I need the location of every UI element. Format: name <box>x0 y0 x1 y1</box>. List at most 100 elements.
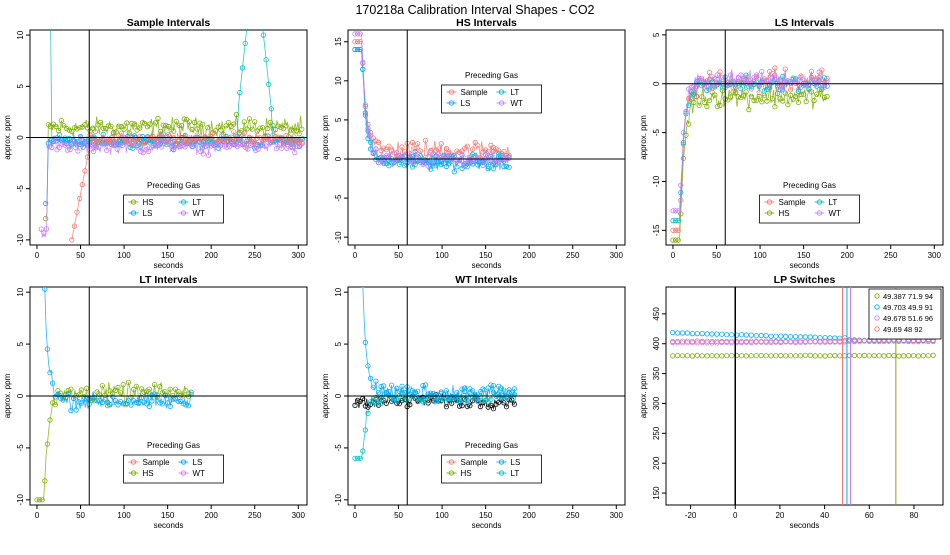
data-point <box>724 353 730 359</box>
data-point <box>173 118 179 124</box>
data-point <box>674 330 681 336</box>
data-point <box>241 130 247 136</box>
legend-entry: WT <box>511 99 524 108</box>
data-point <box>814 91 820 97</box>
data-point <box>501 155 507 161</box>
legend-entry: 49.703 49.9 91 <box>883 303 933 312</box>
data-point <box>509 389 515 395</box>
data-point <box>678 211 684 217</box>
data-point <box>44 441 51 447</box>
data-point <box>422 397 429 404</box>
data-point <box>422 382 429 388</box>
data-point <box>798 75 804 81</box>
data-point <box>118 390 124 396</box>
data-point <box>69 128 75 135</box>
y-axis-label: approx. ppm <box>321 115 330 160</box>
data-point <box>265 136 271 142</box>
data-point <box>506 155 512 161</box>
legend-marker <box>130 470 137 476</box>
data-point <box>778 352 784 359</box>
data-point <box>733 80 739 86</box>
data-point <box>674 340 681 346</box>
data-point <box>670 227 676 233</box>
data-point <box>783 353 789 359</box>
data-point <box>124 139 130 145</box>
data-point <box>480 386 486 392</box>
data-point <box>145 124 151 130</box>
data-point <box>748 332 754 338</box>
data-point <box>704 78 710 84</box>
data-point <box>733 332 740 338</box>
data-point <box>220 139 226 145</box>
data-point <box>701 84 707 90</box>
data-point <box>469 388 476 394</box>
data-point <box>365 410 371 416</box>
data-point <box>218 138 224 144</box>
data-point <box>183 402 189 408</box>
data-point <box>358 269 362 273</box>
panel-title: WT Intervals <box>455 274 518 286</box>
data-point <box>283 123 289 129</box>
data-point <box>381 145 387 151</box>
data-point <box>782 90 788 96</box>
data-point <box>672 227 679 233</box>
data-point <box>773 353 779 359</box>
data-point <box>409 139 416 146</box>
data-point <box>200 151 206 157</box>
data-point <box>246 136 253 142</box>
data-point <box>98 119 104 126</box>
y-tick-label: 300 <box>652 396 661 410</box>
data-point <box>147 121 153 127</box>
data-point <box>822 353 828 359</box>
series-ls <box>42 287 194 414</box>
legend-marker <box>498 470 505 476</box>
data-point <box>812 339 818 345</box>
data-point <box>284 145 290 151</box>
data-point <box>141 399 147 405</box>
y-tick-label: -5 <box>16 444 25 452</box>
data-point <box>758 332 764 339</box>
data-point <box>142 140 148 146</box>
data-point <box>171 128 177 134</box>
data-point <box>121 126 127 132</box>
data-point <box>226 120 232 126</box>
data-point <box>806 82 812 88</box>
data-point <box>915 353 922 359</box>
data-point <box>55 391 61 398</box>
data-point <box>396 161 402 167</box>
data-point <box>490 161 497 167</box>
data-point <box>138 148 144 155</box>
data-point <box>293 128 300 134</box>
data-point <box>74 209 80 215</box>
data-point <box>139 133 145 140</box>
data-point <box>128 402 134 408</box>
data-point <box>435 146 442 152</box>
data-point <box>816 75 822 81</box>
data-point <box>120 401 126 407</box>
data-point <box>64 125 70 132</box>
data-point <box>756 90 762 96</box>
data-point <box>792 339 799 346</box>
data-point <box>712 92 718 98</box>
data-point <box>797 334 804 340</box>
series-line <box>71 131 303 240</box>
data-point <box>246 17 250 21</box>
data-point <box>396 401 402 407</box>
data-point <box>808 68 815 74</box>
data-point <box>215 139 221 145</box>
data-point <box>72 144 78 150</box>
data-point <box>816 78 822 84</box>
data-point <box>125 379 131 385</box>
data-point <box>782 66 788 72</box>
data-point <box>370 150 376 156</box>
data-point <box>276 141 282 147</box>
data-point <box>832 352 838 359</box>
data-point <box>851 338 858 345</box>
data-point <box>454 397 460 404</box>
data-point <box>811 77 817 83</box>
legend-marker <box>498 89 505 95</box>
data-point <box>746 80 752 86</box>
data-point <box>77 141 83 147</box>
data-point <box>354 46 361 53</box>
data-point <box>412 146 418 152</box>
